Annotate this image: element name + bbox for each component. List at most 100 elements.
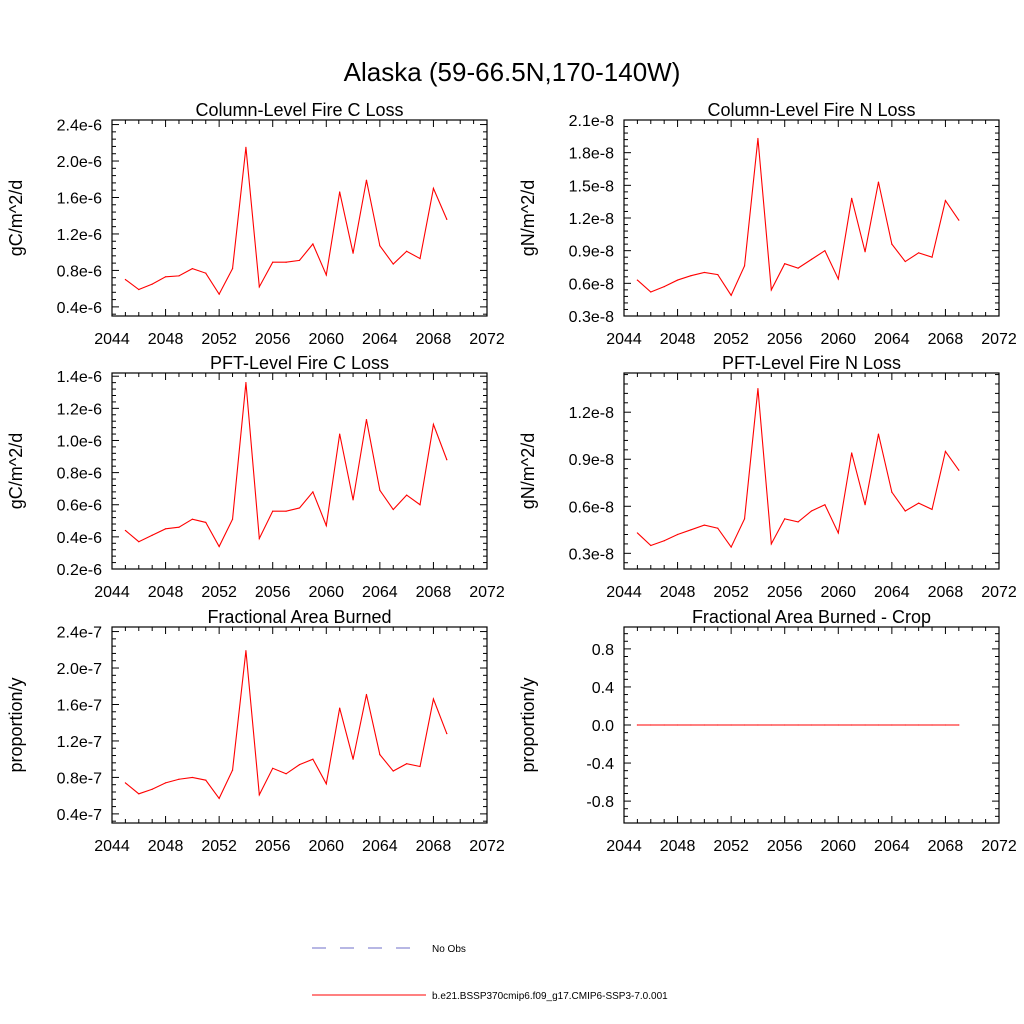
- y-tick-label: 1.2e-6: [57, 227, 102, 244]
- data-point: [191, 518, 193, 520]
- x-tick-label: 2064: [362, 331, 398, 348]
- data-point: [325, 783, 327, 785]
- data-point: [650, 724, 652, 726]
- data-point: [312, 758, 314, 760]
- y-axis-label: proportion/y: [6, 677, 26, 772]
- y-tick-label: 2.4e-7: [57, 625, 102, 642]
- y-tick-label: 0.8e-6: [57, 466, 102, 483]
- data-point: [379, 754, 381, 756]
- series-line: [125, 382, 448, 548]
- data-point: [124, 782, 126, 784]
- x-tick-label: 2068: [928, 331, 964, 348]
- x-tick-label: 2064: [874, 331, 910, 348]
- x-tick-label: 2048: [148, 331, 184, 348]
- data-point: [231, 267, 234, 270]
- x-tick-label: 2052: [713, 584, 749, 601]
- data-point: [851, 197, 853, 199]
- data-point: [406, 763, 408, 765]
- data-point: [877, 433, 880, 435]
- data-point: [339, 433, 341, 435]
- y-tick-label: 0.4: [592, 680, 614, 697]
- data-point: [272, 767, 274, 769]
- legend: No Obs b.e21.BSSP370cmip6.f09_g17.CMIP6-…: [312, 944, 668, 1002]
- panel-title: Column-Level Fire C Loss: [195, 100, 403, 120]
- data-point: [851, 452, 853, 454]
- plot-frame: [111, 626, 488, 824]
- data-point: [419, 257, 421, 260]
- y-tick-label: 0.2e-6: [57, 562, 102, 579]
- data-point: [392, 263, 394, 265]
- plot-frame: [623, 119, 1000, 317]
- data-point: [245, 382, 247, 384]
- y-tick-label: 0.8: [592, 642, 614, 659]
- data-point: [770, 724, 772, 726]
- x-tick-label: 2064: [362, 584, 398, 601]
- data-point: [446, 733, 448, 735]
- data-point: [325, 525, 327, 527]
- y-tick-label: 1.2e-6: [57, 401, 102, 418]
- data-point: [824, 504, 826, 506]
- figure-title: Alaska (59-66.5N,170-140W): [344, 57, 681, 87]
- plot-frame: [111, 372, 488, 570]
- data-point: [191, 267, 193, 270]
- data-point: [272, 261, 274, 263]
- y-axis-label: gN/m^2/d: [518, 180, 538, 256]
- data-point: [891, 243, 893, 245]
- x-tick-label: 2044: [606, 331, 642, 348]
- panel-title: PFT-Level Fire N Loss: [722, 353, 901, 373]
- x-tick-label: 2060: [308, 584, 344, 601]
- x-tick-label: 2044: [94, 584, 130, 601]
- data-point: [218, 293, 220, 295]
- plot-frame: [623, 372, 1000, 570]
- y-tick-label: 0.4e-6: [57, 300, 102, 317]
- data-point: [406, 494, 408, 496]
- data-point: [851, 724, 853, 726]
- data-point: [918, 502, 920, 504]
- x-tick-label: 2068: [928, 838, 964, 855]
- legend-obs-label: No Obs: [432, 944, 466, 955]
- y-axis-label: gC/m^2/d: [6, 180, 26, 256]
- data-point: [717, 527, 719, 529]
- chart-panel: 2044 2048 2052 2056 2060 2064 2068 2072 0.3e-8 0.…: [518, 100, 1017, 348]
- x-tick-label: 2052: [713, 331, 749, 348]
- data-point: [205, 521, 207, 524]
- data-point: [958, 724, 960, 726]
- data-point: [676, 724, 679, 726]
- x-tick-label: 2072: [469, 838, 505, 855]
- data-point: [325, 274, 327, 276]
- y-tick-label: 1.0e-6: [57, 433, 102, 450]
- x-tick-label: 2056: [255, 838, 291, 855]
- data-point: [944, 724, 947, 726]
- data-point: [743, 518, 746, 520]
- data-point: [151, 788, 153, 790]
- x-tick-label: 2060: [820, 331, 856, 348]
- x-tick-label: 2060: [308, 838, 344, 855]
- data-point: [944, 450, 947, 452]
- data-point: [245, 650, 247, 652]
- data-point: [258, 794, 260, 796]
- data-point: [392, 508, 394, 511]
- data-point: [258, 286, 260, 288]
- data-point: [904, 260, 906, 263]
- x-tick-label: 2056: [767, 838, 803, 855]
- x-tick-label: 2044: [606, 584, 642, 601]
- legend-series-label: b.e21.BSSP370cmip6.f09_g17.CMIP6-SSP3-7.…: [432, 991, 668, 1002]
- x-tick-label: 2044: [94, 331, 130, 348]
- data-point: [703, 524, 705, 526]
- x-tick-label: 2064: [874, 838, 910, 855]
- data-point: [164, 528, 167, 530]
- data-point: [797, 724, 799, 726]
- y-tick-label: 1.4e-6: [57, 369, 102, 386]
- data-point: [877, 181, 880, 183]
- data-point: [285, 261, 287, 263]
- x-tick-label: 2072: [469, 331, 505, 348]
- data-point: [891, 724, 893, 726]
- data-point: [379, 245, 381, 247]
- y-tick-label: 1.6e-6: [57, 190, 102, 207]
- data-point: [837, 532, 839, 534]
- data-point: [663, 286, 665, 288]
- x-tick-label: 2052: [713, 838, 749, 855]
- x-tick-label: 2052: [201, 838, 237, 855]
- y-axis-label: gC/m^2/d: [6, 433, 26, 509]
